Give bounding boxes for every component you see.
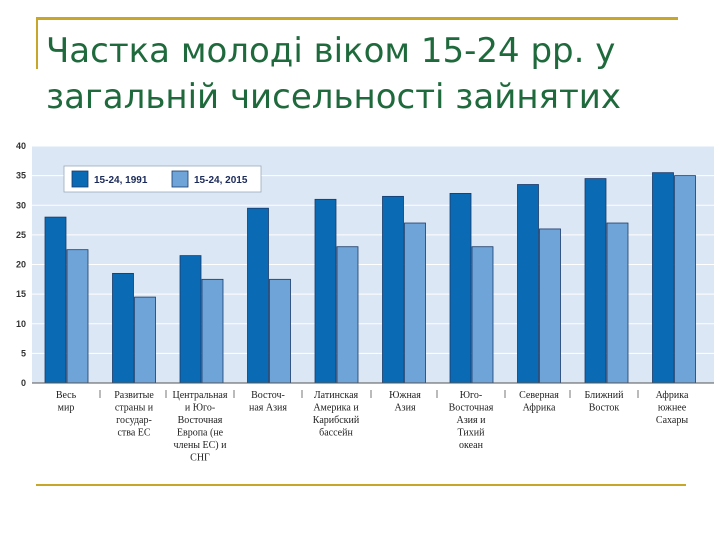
legend-swatch [171, 170, 189, 188]
x-category-label: Ближний [585, 390, 625, 401]
x-category-label: мир [58, 403, 75, 414]
category-label-strip [6, 384, 714, 468]
bar-2015 [404, 222, 426, 384]
top-rule [36, 17, 678, 20]
bar-2015 [336, 246, 359, 384]
bar-1991 [584, 178, 607, 384]
legend-box [63, 165, 262, 193]
bar-1991 [112, 272, 134, 384]
y-tick-label: 30 [16, 200, 26, 210]
x-category-label: и Юго- [185, 403, 215, 414]
bottom-rule [36, 484, 686, 486]
x-category-label: южнее [658, 403, 687, 414]
bar-1991 [517, 184, 539, 384]
x-category-label: Африка [523, 403, 556, 414]
bar-1991 [179, 255, 202, 384]
x-category-label: Сахары [656, 415, 688, 426]
x-category-label: Европа (не [177, 428, 224, 439]
y-tick-label: 0 [21, 378, 26, 388]
x-category-label: океан [459, 440, 484, 451]
bar-2015 [201, 278, 224, 384]
bar-2015 [66, 249, 89, 384]
legend-label: 15-24, 2015 [194, 175, 248, 186]
x-category-label: бассейн [319, 428, 353, 439]
x-category-label: Азия и [457, 415, 487, 426]
legend-label: 15-24, 1991 [94, 175, 148, 186]
bar-1991 [449, 192, 472, 384]
left-rule [36, 17, 38, 69]
x-category-label: Азия [394, 403, 416, 414]
bar-2015 [539, 228, 561, 384]
x-category-label: Южная [389, 390, 421, 401]
x-category-label: Восточная [449, 403, 494, 414]
x-category-label: Развитые [114, 390, 154, 401]
x-category-label: Карибский [313, 415, 360, 426]
x-category-label: государ- [116, 415, 152, 426]
x-category-label: Африка [656, 390, 689, 401]
x-category-label: Восточная [178, 415, 223, 426]
bar-2015 [471, 246, 494, 384]
y-tick-label: 35 [16, 171, 26, 181]
y-tick-label: 15 [16, 289, 26, 299]
bar-2015 [606, 222, 629, 384]
bar-1991 [44, 216, 67, 384]
x-category-label: ства ЕС [117, 428, 150, 439]
x-category-label: Латинская [314, 390, 359, 401]
x-category-label: Юго- [460, 390, 482, 401]
bar-2015 [269, 278, 291, 384]
x-category-label: ная Азия [249, 403, 287, 414]
bar-1991 [652, 172, 674, 384]
bar-1991 [247, 207, 269, 384]
x-category-label: Тихий [458, 428, 486, 439]
slide-title: Частка молоді віком 15-24 рр. у загальні… [46, 31, 622, 117]
bar-2015 [134, 296, 156, 384]
y-tick-label: 40 [16, 141, 26, 151]
bar-2015 [674, 175, 696, 384]
x-category-label: СНГ [190, 453, 210, 464]
y-tick-label: 10 [16, 319, 26, 329]
x-category-label: Весь [56, 390, 77, 401]
y-tick-label: 20 [16, 260, 26, 270]
x-category-label: члены ЕС) и [174, 440, 228, 451]
x-category-label: Северная [519, 390, 559, 401]
x-category-label: страны и [115, 403, 154, 414]
x-category-label: Америка и [313, 403, 359, 414]
x-category-label: Восточ- [251, 390, 285, 401]
y-tick-label: 5 [21, 348, 26, 358]
bar-1991 [382, 195, 404, 384]
bar-1991 [314, 198, 337, 384]
y-tick-label: 25 [16, 230, 26, 240]
x-category-label: Восток [589, 403, 620, 414]
x-category-label: Центральная [173, 390, 228, 401]
legend-swatch [71, 170, 89, 188]
